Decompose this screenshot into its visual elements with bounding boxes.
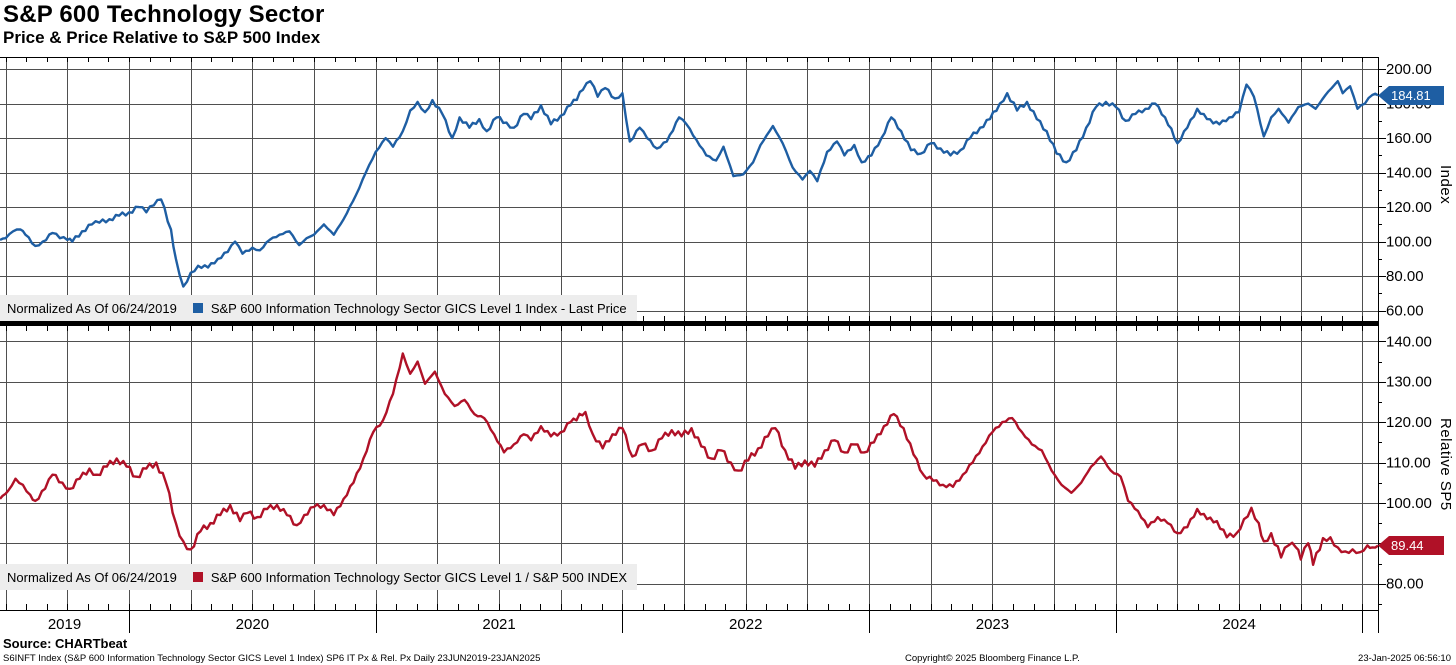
page-subtitle: Price & Price Relative to S&P 500 Index <box>3 28 321 47</box>
price-panel-legend: Normalized As Of 06/24/2019 S&P 600 Info… <box>0 295 637 321</box>
page-title: S&P 600 Technology Sector <box>3 1 325 28</box>
svg-text:2020: 2020 <box>236 616 269 633</box>
blue-series-swatch-icon <box>192 303 203 313</box>
y-axis-title-index: Index <box>1437 165 1454 205</box>
y-axis-labels: 60.0080.00100.00120.00140.00160.00180.00… <box>1386 61 1432 593</box>
svg-text:2019: 2019 <box>48 616 81 633</box>
price-series-line <box>0 80 1379 288</box>
price-panel-gridlines <box>0 57 1378 321</box>
svg-text:100.00: 100.00 <box>1386 234 1432 251</box>
normalized-as-of-label: Normalized As Of 06/24/2019 <box>7 300 177 316</box>
svg-text:2023: 2023 <box>976 616 1009 633</box>
svg-text:160.00: 160.00 <box>1386 130 1432 147</box>
svg-text:120.00: 120.00 <box>1386 414 1432 431</box>
svg-text:80.00: 80.00 <box>1386 268 1424 285</box>
copyright-label: Copyright© 2025 Bloomberg Finance L.P. <box>905 653 1080 664</box>
last-price-tag-relative: 89.44 <box>1378 536 1444 555</box>
chart-header: S&P 600 Technology Sector Price & Price … <box>3 2 325 48</box>
svg-text:100.00: 100.00 <box>1386 495 1432 512</box>
svg-text:130.00: 130.00 <box>1386 374 1432 391</box>
x-axis: 2019 2020 2021 2022 2023 2024 <box>48 611 1363 633</box>
svg-text:200.00: 200.00 <box>1386 61 1432 78</box>
ticker-description: S6INFT Index (S&P 600 Information Techno… <box>3 653 541 664</box>
svg-text:2021: 2021 <box>482 616 515 633</box>
relative-panel-legend: Normalized As Of 06/24/2019 S&P 600 Info… <box>0 564 638 590</box>
svg-text:60.00: 60.00 <box>1386 303 1424 320</box>
svg-text:80.00: 80.00 <box>1386 576 1424 593</box>
timestamp-label: 23-Jan-2025 06:56:10 <box>1358 653 1451 664</box>
y-axis-title-relative: Relative SP5 <box>1437 418 1454 511</box>
svg-text:140.00: 140.00 <box>1386 333 1432 350</box>
relative-series-label: S&P 600 Information Technology Sector GI… <box>210 569 628 585</box>
chart-frame <box>0 57 1379 633</box>
relative-series-line <box>0 352 1379 566</box>
svg-text:120.00: 120.00 <box>1386 199 1432 216</box>
svg-text:2024: 2024 <box>1222 616 1255 633</box>
last-price-tag-index: 184.81 <box>1378 86 1444 105</box>
normalized-as-of-label: Normalized As Of 06/24/2019 <box>7 569 177 585</box>
svg-text:2022: 2022 <box>729 616 762 633</box>
svg-text:110.00: 110.00 <box>1386 455 1431 472</box>
svg-text:140.00: 140.00 <box>1386 165 1432 182</box>
relative-panel-gridlines <box>0 326 1378 610</box>
price-series-label: S&P 600 Information Technology Sector GI… <box>210 300 627 316</box>
red-series-swatch-icon <box>192 572 203 582</box>
source-label: Source: CHARTbeat <box>3 636 128 651</box>
